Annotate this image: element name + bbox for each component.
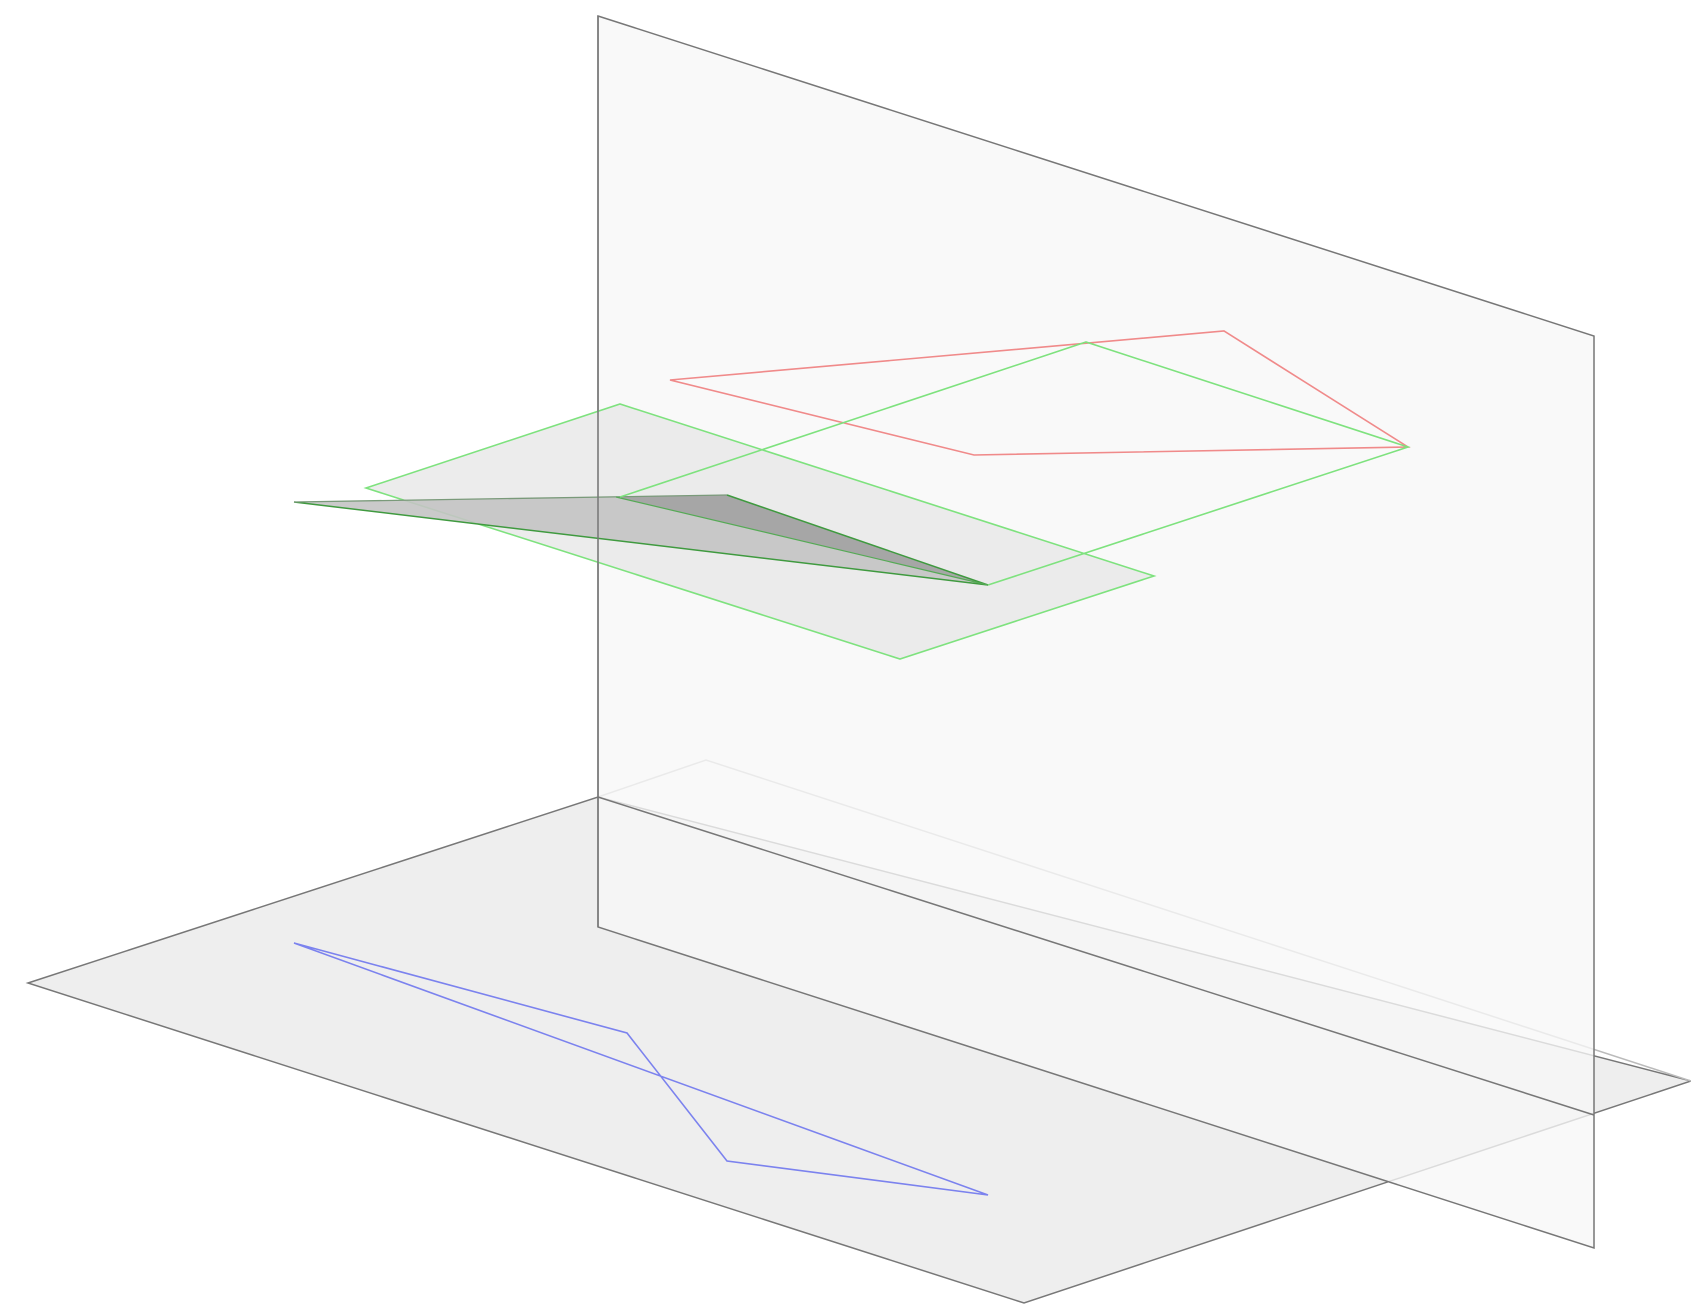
section-edge-top	[293, 494, 728, 503]
green-frontal-outline	[619, 341, 1411, 586]
section-edge-bottom	[293, 501, 989, 586]
section-edge-inner	[615, 496, 989, 586]
shaded-section-light	[294, 497, 988, 585]
ground-line	[597, 796, 1595, 1116]
blue-horizontal-projection	[293, 942, 989, 1196]
horizontal-projection-plane	[25, 796, 1691, 1304]
section-edge-right	[726, 494, 989, 586]
